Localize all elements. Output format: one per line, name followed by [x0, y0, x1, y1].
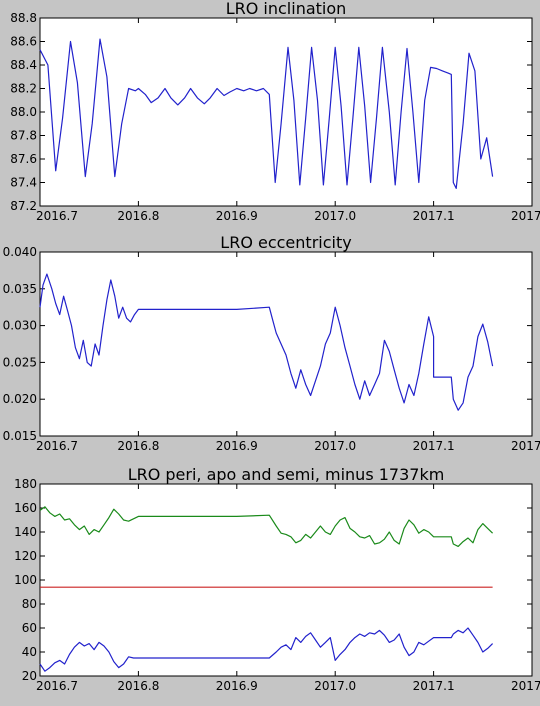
chart-title: LRO inclination	[226, 0, 347, 18]
chart-1: LRO inclination 2016.7 2016.8 2016.9 2017.0 2…	[10, 0, 540, 223]
x-tick-label: 2016.9	[216, 209, 258, 223]
y-tick-label: 87.4	[10, 176, 37, 190]
chart-title: LRO peri, apo and semi, minus 1737km	[128, 465, 445, 484]
y-tick-label: 40	[22, 645, 37, 659]
y-tick-label: 180	[14, 477, 37, 491]
y-tick-label: 60	[22, 621, 37, 635]
y-tick-label: 87.2	[10, 199, 37, 213]
y-tick-label: 88.8	[10, 11, 37, 25]
y-tick-label: 0.025	[3, 355, 37, 369]
x-tick-label: 2016.8	[117, 209, 159, 223]
x-tick-label: 2016.9	[216, 439, 258, 453]
series-line-3	[39, 627, 494, 672]
y-tick-label: 88.4	[10, 58, 37, 72]
plot-area	[39, 251, 533, 437]
y-tick-label: 88.0	[10, 105, 37, 119]
series-line-1	[39, 273, 494, 411]
x-tick-label: 2017.2	[511, 439, 540, 453]
y-tick-label: 100	[14, 573, 37, 587]
y-tick-label: 0.015	[3, 429, 37, 443]
y-tick-label: 87.6	[10, 152, 37, 166]
x-tick-label: 2017.1	[413, 439, 455, 453]
y-tick-label: 120	[14, 549, 37, 563]
x-tick-label: 2016.9	[216, 679, 258, 693]
plot-area	[39, 17, 533, 207]
chart-title: LRO eccentricity	[220, 233, 351, 252]
y-tick-label: 160	[14, 501, 37, 515]
x-tick-label: 2017.0	[314, 679, 356, 693]
y-tick-label: 0.040	[3, 245, 37, 259]
y-tick-label: 0.020	[3, 392, 37, 406]
y-tick-label: 140	[14, 525, 37, 539]
chart-2: LRO eccentricity 2016.7 2016.8 2016.9 2017.0…	[3, 233, 540, 453]
y-tick-label: 20	[22, 669, 37, 683]
y-tick-label: 0.030	[3, 319, 37, 333]
x-tick-label: 2017.0	[314, 439, 356, 453]
x-tick-label: 2017.2	[511, 209, 540, 223]
x-tick-label: 2017.2	[511, 679, 540, 693]
y-tick-label: 80	[22, 597, 37, 611]
x-tick-label: 2017.1	[413, 209, 455, 223]
y-tick-label: 88.6	[10, 35, 37, 49]
y-tick-label: 87.8	[10, 129, 37, 143]
series-line-1	[39, 506, 494, 548]
y-tick-label: 0.035	[3, 282, 37, 296]
x-tick-label: 2016.8	[117, 439, 159, 453]
x-tick-label: 2016.7	[36, 679, 78, 693]
chart-3: LRO peri, apo and semi, minus 1737km2016…	[14, 465, 540, 693]
x-tick-label: 2017.1	[413, 679, 455, 693]
x-tick-label: 2016.7	[36, 439, 78, 453]
x-tick-label: 2016.7	[36, 209, 78, 223]
x-tick-label: 2017.0	[314, 209, 356, 223]
plot-area	[39, 483, 533, 677]
y-tick-label: 88.2	[10, 82, 37, 96]
series-line-1	[39, 38, 494, 189]
x-tick-label: 2016.8	[117, 679, 159, 693]
